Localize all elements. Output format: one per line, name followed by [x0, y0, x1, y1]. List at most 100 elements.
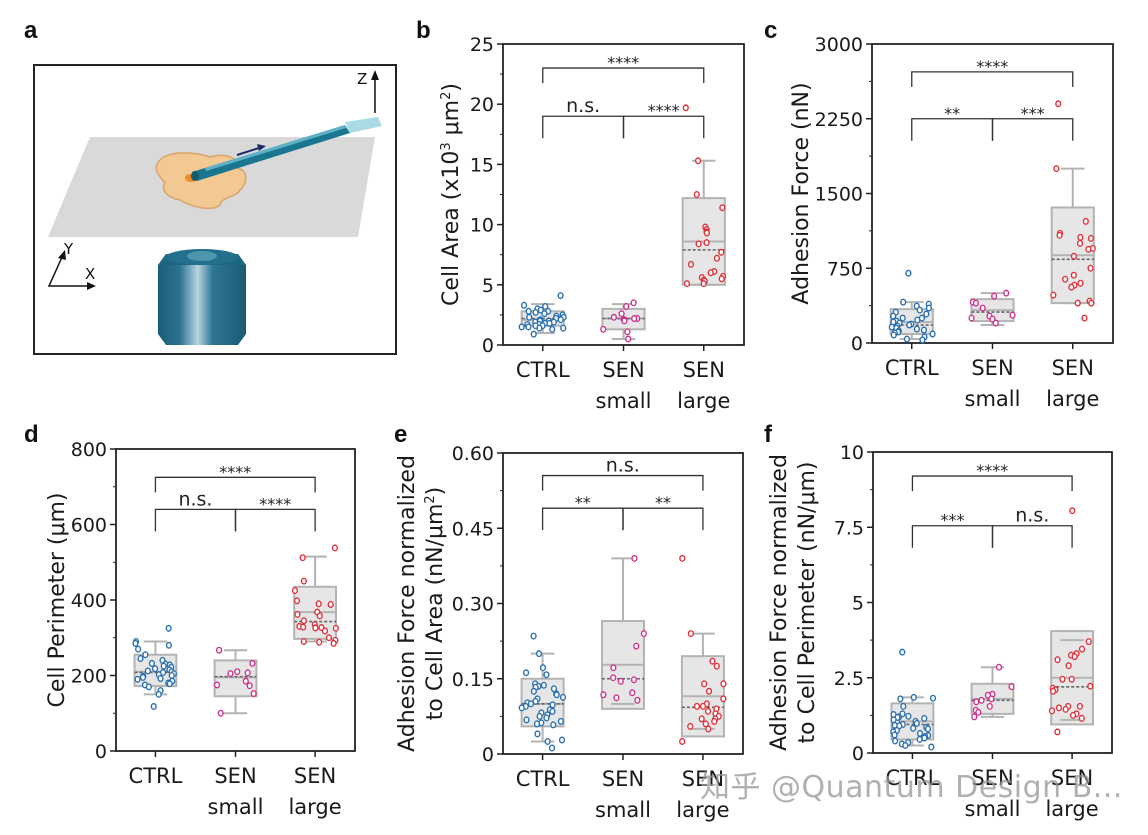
data-point	[700, 280, 707, 288]
panel-e: e 0 0.15 0.30 0.45 0.60 CTRL SEN small SEN large Ad…	[394, 421, 744, 822]
data-point	[532, 308, 539, 316]
x-category-label: CTRL	[516, 358, 570, 382]
data-point	[709, 657, 716, 665]
data-point	[1078, 645, 1086, 653]
data-point	[995, 663, 1003, 671]
significance-bracket: n.s.	[542, 95, 625, 139]
bracket-line	[542, 67, 705, 84]
y-tick-label: 5	[852, 593, 864, 615]
data-point	[1088, 299, 1095, 307]
data-point	[246, 682, 253, 690]
watermark-text: 知乎 @Quantum Design B...	[700, 770, 1123, 805]
data-point	[640, 630, 647, 638]
box-sen-small	[968, 289, 1016, 327]
data-point	[913, 325, 920, 333]
x-category-label: SEN	[971, 766, 1013, 790]
data-point	[923, 310, 930, 318]
data-point	[165, 624, 172, 632]
data-point	[905, 712, 912, 720]
data-point	[534, 730, 541, 738]
y-tick-label: 750	[827, 258, 863, 280]
data-point	[321, 627, 329, 635]
data-point	[618, 310, 625, 318]
y-tick-label: 200	[71, 666, 107, 688]
data-point	[1087, 682, 1094, 690]
data-point	[899, 314, 906, 322]
data-point	[316, 612, 323, 620]
data-point	[720, 695, 727, 703]
x-category-label: CTRL	[886, 766, 940, 790]
data-point	[687, 260, 695, 268]
data-point	[249, 659, 256, 667]
data-point	[617, 677, 624, 685]
data-point	[971, 713, 978, 721]
box-ctrl	[518, 632, 567, 752]
box-sen-large	[1050, 100, 1096, 322]
data-point	[679, 737, 686, 745]
significance-label: ****	[648, 101, 680, 120]
data-point	[695, 240, 702, 248]
box-sen-small	[600, 299, 646, 343]
data-point	[544, 737, 551, 745]
data-point	[621, 317, 628, 325]
data-point	[536, 324, 543, 332]
x-category-label: SEN	[682, 767, 724, 791]
significance-bracket: ****	[542, 53, 705, 84]
data-point	[1076, 239, 1084, 247]
data-point	[1008, 683, 1015, 691]
x-category-label: small	[208, 795, 264, 819]
data-point	[625, 335, 632, 343]
x-category-label: SEN	[602, 358, 644, 382]
box-sen-large	[681, 104, 727, 288]
panel-label-e: e	[394, 421, 407, 448]
data-point	[1068, 675, 1075, 683]
y-axis-title-line1: Adhesion Force normalized	[767, 454, 792, 751]
significance-label: ****	[607, 53, 639, 72]
data-point	[327, 601, 334, 609]
data-point	[543, 671, 550, 679]
panel-a: a Z Y X	[24, 17, 397, 355]
data-point	[168, 672, 175, 680]
data-point	[312, 624, 319, 632]
y-tick-label: 1500	[815, 184, 863, 206]
x-category-label: large	[288, 795, 341, 819]
data-point	[631, 554, 638, 562]
data-point	[698, 715, 705, 723]
x-axis-arrow-head	[87, 282, 96, 290]
data-point	[1054, 728, 1061, 736]
data-point	[166, 680, 173, 688]
data-point	[703, 229, 711, 237]
data-point	[1085, 638, 1092, 646]
data-point	[535, 650, 543, 658]
data-point	[1003, 289, 1010, 297]
significance-label: **	[575, 493, 591, 512]
data-point	[1056, 231, 1063, 239]
data-point	[991, 292, 998, 300]
data-point	[1082, 217, 1089, 225]
data-point	[213, 681, 221, 689]
y-axis-label: Y	[63, 240, 74, 258]
bracket-line	[622, 115, 705, 139]
data-point	[144, 667, 151, 675]
data-point	[291, 587, 299, 595]
panel-label-d: d	[24, 421, 39, 448]
bracket-line	[234, 508, 316, 532]
charts-group: b 0 5 10 15 20 25 CTRL SEN small SEN large Cell Area…	[24, 17, 1114, 822]
data-point	[683, 280, 691, 288]
data-point	[1050, 291, 1057, 299]
data-point	[1050, 687, 1057, 695]
data-point	[160, 662, 167, 670]
data-point	[972, 299, 980, 307]
data-point	[523, 669, 530, 677]
data-point	[1053, 165, 1060, 173]
data-point	[541, 310, 548, 318]
significance-label: ***	[1021, 104, 1045, 123]
cantilever-highlight	[205, 125, 346, 171]
data-point	[906, 321, 913, 329]
y-tick-label: 10	[470, 215, 494, 237]
data-point	[526, 313, 533, 321]
data-point	[634, 696, 641, 704]
x-category-label: SEN	[683, 358, 725, 382]
data-point	[1070, 271, 1077, 279]
box-sen-small	[213, 646, 258, 717]
